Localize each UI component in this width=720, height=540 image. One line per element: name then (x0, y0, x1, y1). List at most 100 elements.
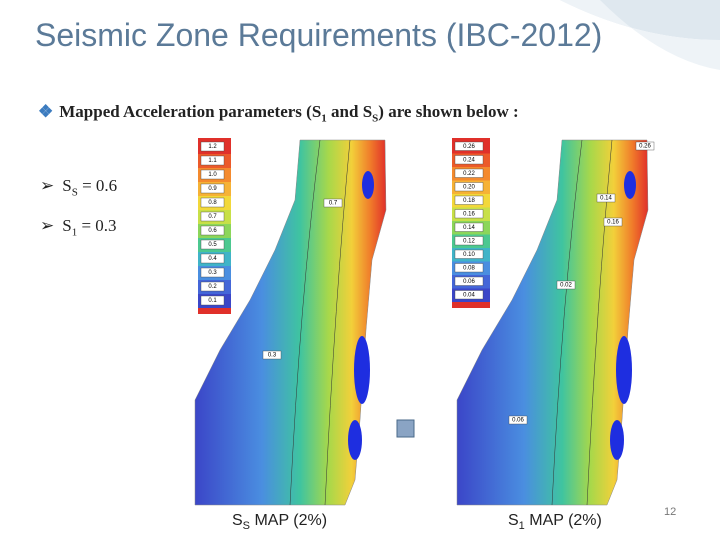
legend-label: 0.14 (463, 225, 475, 231)
legend-label: 0.1 (208, 298, 217, 304)
contour-label-box (323, 198, 343, 208)
legend-label: 0.7 (208, 214, 217, 220)
legend-label: 1.2 (208, 144, 217, 150)
contour-label: 0.06 (512, 418, 524, 424)
lake (616, 336, 632, 404)
caption: S1 MAP (2%) (508, 512, 602, 532)
legend-box (454, 155, 484, 165)
legend-label: 0.9 (208, 186, 217, 192)
lake (348, 420, 362, 460)
contour-label: 0.16 (607, 220, 619, 226)
legend-box (454, 290, 484, 300)
contour-label: 0.7 (329, 201, 338, 207)
legend-box (454, 168, 484, 178)
legend-label: 1.1 (208, 158, 217, 164)
legend-label: 0.22 (463, 171, 475, 177)
subscript: 1 (518, 520, 525, 533)
lake (362, 171, 374, 199)
legend-label: 0.4 (208, 256, 217, 262)
legend-label: 0.26 (463, 144, 475, 150)
lake (354, 336, 370, 404)
bullet: SS = 0.6 (40, 176, 117, 198)
contour-label: 0.14 (600, 196, 612, 202)
contour (324, 139, 351, 506)
legend-label: 0.24 (463, 157, 475, 163)
text: and S (326, 102, 373, 121)
contour-label-box (635, 141, 655, 151)
contour-label-box (556, 280, 576, 290)
text: MAP (2%) (524, 512, 602, 529)
legend-box (454, 249, 484, 259)
legend-box (200, 155, 225, 166)
text: Mapped Acceleration parameters (S (59, 102, 322, 121)
legend-box (200, 211, 225, 222)
legend-box (200, 267, 225, 278)
contour (551, 139, 583, 506)
contour (289, 139, 321, 506)
legend-label: 0.8 (208, 200, 217, 206)
text: MAP (2%) (250, 512, 328, 529)
legend-label: 1.0 (208, 172, 217, 178)
legend-box (454, 236, 484, 246)
legend-label: 0.20 (463, 184, 475, 190)
contour-label-box (596, 193, 616, 203)
legend-label: 0.16 (463, 211, 475, 217)
legend-box (200, 197, 225, 208)
legend-label: 0.04 (463, 292, 475, 298)
legend-box (200, 239, 225, 250)
legend-label: 0.2 (208, 284, 217, 290)
text: S (62, 216, 72, 235)
text: = 0.3 (77, 216, 117, 235)
contour-label-box (262, 350, 282, 360)
contour-label: 0.26 (639, 144, 651, 150)
title: Seismic Zone Requirements (IBC-2012) (35, 17, 603, 53)
legend-label: 0.6 (208, 228, 217, 234)
text: S (62, 176, 72, 195)
legend-box (200, 295, 225, 306)
legend-label: 0.18 (463, 198, 475, 204)
subscript: S (372, 112, 379, 125)
text: = 0.6 (77, 176, 118, 195)
contour-label-box (603, 217, 623, 227)
legend-label: 0.08 (463, 265, 475, 271)
caption: SS MAP (2%) (232, 512, 327, 532)
legend-label: 0.3 (208, 270, 217, 276)
subscript: 1 (71, 226, 78, 239)
legend-box (200, 183, 225, 194)
legend-box (454, 195, 484, 205)
map-region (194, 139, 387, 506)
map-region (456, 139, 649, 506)
legend-box (454, 222, 484, 232)
lake (624, 171, 636, 199)
legend-box (200, 169, 225, 180)
page-number: 12 (664, 506, 677, 518)
legend-box (200, 281, 225, 292)
legend-box (454, 263, 484, 273)
legend-label: 0.12 (463, 238, 475, 244)
contour-label: 0.02 (560, 283, 572, 289)
subscript: S (242, 520, 251, 533)
contour (586, 139, 613, 506)
subscript: 1 (321, 112, 327, 125)
text: S (232, 512, 243, 529)
marker-square (396, 419, 415, 438)
legend-label: 0.06 (463, 279, 475, 285)
legend-box (454, 141, 484, 151)
legend-box (200, 225, 225, 236)
subscript: S (71, 186, 78, 199)
text: S (508, 512, 519, 529)
legend-label: 0.10 (463, 252, 475, 258)
bullet: S1 = 0.3 (40, 216, 117, 239)
contour-label-box (508, 415, 528, 425)
text: ) are shown below : (378, 102, 519, 121)
legend-box (200, 253, 225, 264)
intro: Mapped Acceleration parameters (S1 and S… (38, 102, 519, 125)
contour-label: 0.3 (268, 353, 277, 359)
legend-box (454, 182, 484, 192)
lake (610, 420, 624, 460)
legend-box (454, 276, 484, 286)
legend-label: 0.5 (208, 242, 217, 248)
legend-box (200, 141, 225, 152)
